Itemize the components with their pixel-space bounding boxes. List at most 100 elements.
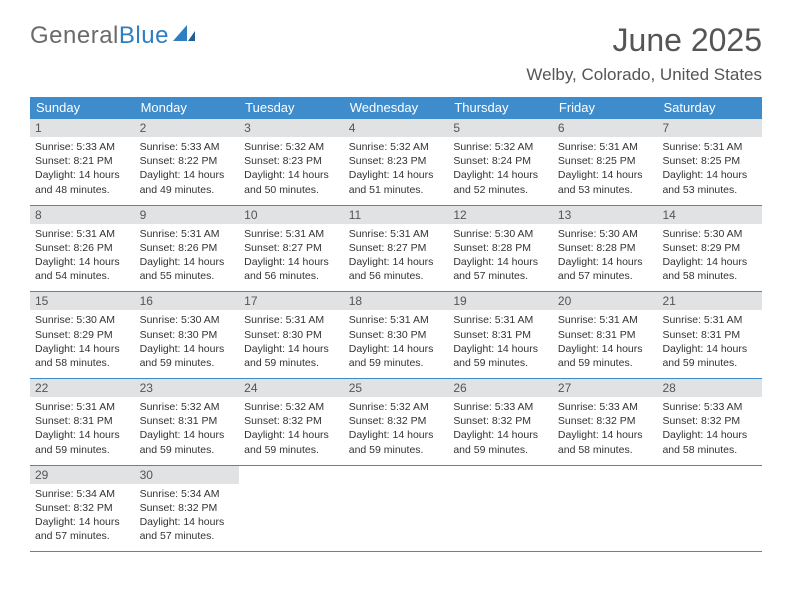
- day-body: Sunrise: 5:32 AMSunset: 8:31 PMDaylight:…: [140, 400, 235, 457]
- sunset-line: Sunset: 8:23 PM: [349, 154, 444, 168]
- sunset-line: Sunset: 8:32 PM: [662, 414, 757, 428]
- daylight-line: Daylight: 14 hours and 57 minutes.: [453, 255, 548, 283]
- sunset-line: Sunset: 8:32 PM: [558, 414, 653, 428]
- day-body: Sunrise: 5:31 AMSunset: 8:31 PMDaylight:…: [35, 400, 130, 457]
- day-cell: 11Sunrise: 5:31 AMSunset: 8:27 PMDayligh…: [344, 206, 449, 292]
- day-body: Sunrise: 5:30 AMSunset: 8:30 PMDaylight:…: [140, 313, 235, 370]
- day-body: Sunrise: 5:30 AMSunset: 8:29 PMDaylight:…: [35, 313, 130, 370]
- day-body: Sunrise: 5:30 AMSunset: 8:28 PMDaylight:…: [558, 227, 653, 284]
- weekday-header: Thursday: [448, 97, 553, 119]
- day-number: 6: [553, 119, 658, 137]
- day-number: 29: [30, 466, 135, 484]
- weekday-header: Friday: [553, 97, 658, 119]
- day-cell: 14Sunrise: 5:30 AMSunset: 8:29 PMDayligh…: [657, 206, 762, 292]
- sunrise-line: Sunrise: 5:33 AM: [453, 400, 548, 414]
- daylight-line: Daylight: 14 hours and 52 minutes.: [453, 168, 548, 196]
- sunset-line: Sunset: 8:30 PM: [349, 328, 444, 342]
- daylight-line: Daylight: 14 hours and 51 minutes.: [349, 168, 444, 196]
- day-body: Sunrise: 5:31 AMSunset: 8:31 PMDaylight:…: [453, 313, 548, 370]
- daylight-line: Daylight: 14 hours and 57 minutes.: [140, 515, 235, 543]
- day-cell: 9Sunrise: 5:31 AMSunset: 8:26 PMDaylight…: [135, 206, 240, 292]
- day-body: Sunrise: 5:31 AMSunset: 8:26 PMDaylight:…: [35, 227, 130, 284]
- daylight-line: Daylight: 14 hours and 59 minutes.: [244, 428, 339, 456]
- day-number: 19: [448, 292, 553, 310]
- day-cell: 28 Sunrise: 5:33 AMSunset: 8:32 PMDayligh…: [657, 379, 762, 465]
- sunrise-line: Sunrise: 5:31 AM: [453, 313, 548, 327]
- day-number: 28: [657, 379, 762, 397]
- day-body: Sunrise: 5:33 AMSunset: 8:32 PMDaylight:…: [662, 400, 757, 457]
- day-body: Sunrise: 5:31 AMSunset: 8:26 PMDaylight:…: [140, 227, 235, 284]
- day-number: 20: [553, 292, 658, 310]
- sunset-line: Sunset: 8:30 PM: [244, 328, 339, 342]
- sunset-line: Sunset: 8:32 PM: [349, 414, 444, 428]
- sunset-line: Sunset: 8:31 PM: [558, 328, 653, 342]
- day-body: Sunrise: 5:33 AMSunset: 8:21 PMDaylight:…: [35, 140, 130, 197]
- daylight-line: Daylight: 14 hours and 53 minutes.: [558, 168, 653, 196]
- week-row: 29 Sunrise: 5:34 AMSunset: 8:32 PMDayligh…: [30, 466, 762, 553]
- sunrise-line: Sunrise: 5:31 AM: [349, 313, 444, 327]
- day-cell: 5Sunrise: 5:32 AMSunset: 8:24 PMDaylight…: [448, 119, 553, 205]
- day-number: 14: [657, 206, 762, 224]
- sunrise-line: Sunrise: 5:30 AM: [662, 227, 757, 241]
- sunrise-line: Sunrise: 5:31 AM: [140, 227, 235, 241]
- sunset-line: Sunset: 8:31 PM: [35, 414, 130, 428]
- sunset-line: Sunset: 8:32 PM: [453, 414, 548, 428]
- day-number: 21: [657, 292, 762, 310]
- empty-cell: [344, 466, 449, 552]
- sunrise-line: Sunrise: 5:31 AM: [35, 227, 130, 241]
- daylight-line: Daylight: 14 hours and 58 minutes.: [558, 428, 653, 456]
- daylight-line: Daylight: 14 hours and 56 minutes.: [244, 255, 339, 283]
- empty-cell: [553, 466, 658, 552]
- day-body: Sunrise: 5:33 AMSunset: 8:32 PMDaylight:…: [453, 400, 548, 457]
- sunrise-line: Sunrise: 5:30 AM: [35, 313, 130, 327]
- sunrise-line: Sunrise: 5:33 AM: [662, 400, 757, 414]
- sunrise-line: Sunrise: 5:31 AM: [35, 400, 130, 414]
- daylight-line: Daylight: 14 hours and 59 minutes.: [662, 342, 757, 370]
- day-number: 18: [344, 292, 449, 310]
- weeks-container: 1Sunrise: 5:33 AMSunset: 8:21 PMDaylight…: [30, 119, 762, 552]
- day-body: Sunrise: 5:31 AMSunset: 8:31 PMDaylight:…: [558, 313, 653, 370]
- sunset-line: Sunset: 8:21 PM: [35, 154, 130, 168]
- daylight-line: Daylight: 14 hours and 58 minutes.: [662, 255, 757, 283]
- day-cell: 19 Sunrise: 5:31 AMSunset: 8:31 PMDayligh…: [448, 292, 553, 378]
- sunset-line: Sunset: 8:28 PM: [558, 241, 653, 255]
- calendar: SundayMondayTuesdayWednesdayThursdayFrid…: [30, 97, 762, 552]
- day-cell: 16 Sunrise: 5:30 AMSunset: 8:30 PMDayligh…: [135, 292, 240, 378]
- sunrise-line: Sunrise: 5:31 AM: [558, 313, 653, 327]
- sunrise-line: Sunrise: 5:30 AM: [453, 227, 548, 241]
- day-cell: 20 Sunrise: 5:31 AMSunset: 8:31 PMDayligh…: [553, 292, 658, 378]
- day-body: Sunrise: 5:34 AMSunset: 8:32 PMDaylight:…: [35, 487, 130, 544]
- daylight-line: Daylight: 14 hours and 55 minutes.: [140, 255, 235, 283]
- day-number: 27: [553, 379, 658, 397]
- sunrise-line: Sunrise: 5:31 AM: [349, 227, 444, 241]
- sunrise-line: Sunrise: 5:31 AM: [244, 313, 339, 327]
- logo-sail-icon: [173, 22, 199, 50]
- sunset-line: Sunset: 8:22 PM: [140, 154, 235, 168]
- daylight-line: Daylight: 14 hours and 56 minutes.: [349, 255, 444, 283]
- day-body: Sunrise: 5:32 AMSunset: 8:32 PMDaylight:…: [349, 400, 444, 457]
- sunset-line: Sunset: 8:32 PM: [140, 501, 235, 515]
- day-cell: 13 Sunrise: 5:30 AMSunset: 8:28 PMDayligh…: [553, 206, 658, 292]
- day-body: Sunrise: 5:34 AMSunset: 8:32 PMDaylight:…: [140, 487, 235, 544]
- day-cell: 30Sunrise: 5:34 AMSunset: 8:32 PMDayligh…: [135, 466, 240, 552]
- sunrise-line: Sunrise: 5:33 AM: [558, 400, 653, 414]
- daylight-line: Daylight: 14 hours and 59 minutes.: [558, 342, 653, 370]
- day-number: 1: [30, 119, 135, 137]
- week-row: 22Sunrise: 5:31 AMSunset: 8:31 PMDayligh…: [30, 379, 762, 466]
- location: Welby, Colorado, United States: [526, 65, 762, 85]
- sunset-line: Sunset: 8:32 PM: [35, 501, 130, 515]
- sunrise-line: Sunrise: 5:31 AM: [558, 140, 653, 154]
- logo: GeneralBlue: [30, 22, 199, 50]
- day-number: 23: [135, 379, 240, 397]
- sunrise-line: Sunrise: 5:31 AM: [662, 140, 757, 154]
- day-number: 11: [344, 206, 449, 224]
- day-cell: 3Sunrise: 5:32 AMSunset: 8:23 PMDaylight…: [239, 119, 344, 205]
- day-number: 2: [135, 119, 240, 137]
- day-number: 16: [135, 292, 240, 310]
- sunset-line: Sunset: 8:27 PM: [244, 241, 339, 255]
- logo-text-gray: General: [30, 22, 119, 50]
- day-cell: 4Sunrise: 5:32 AMSunset: 8:23 PMDaylight…: [344, 119, 449, 205]
- daylight-line: Daylight: 14 hours and 57 minutes.: [35, 515, 130, 543]
- sunrise-line: Sunrise: 5:31 AM: [244, 227, 339, 241]
- day-number: 13: [553, 206, 658, 224]
